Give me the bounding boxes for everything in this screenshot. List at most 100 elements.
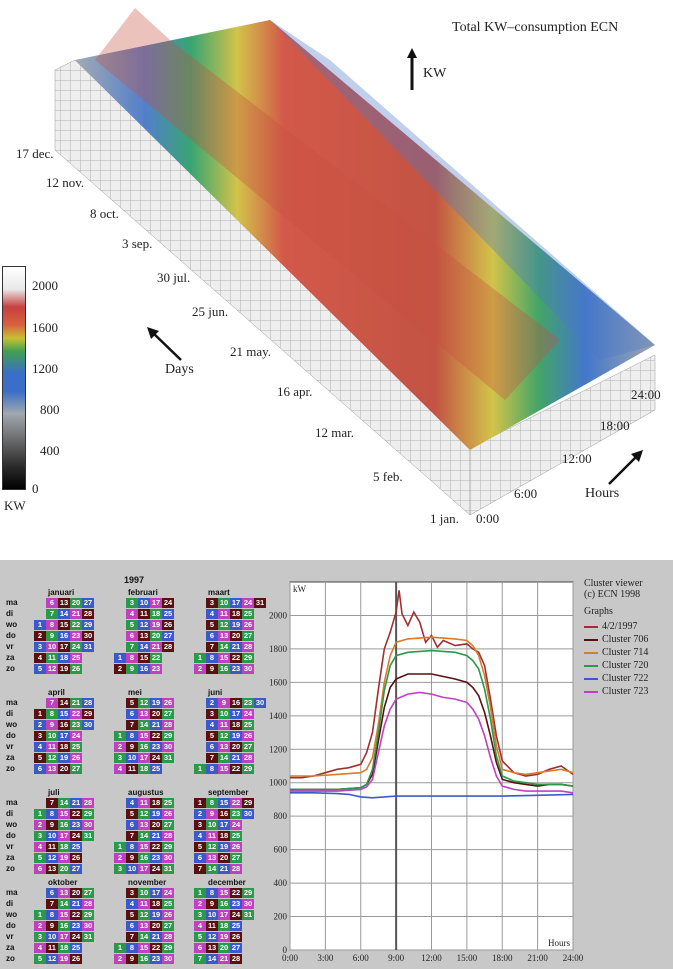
calendar-day-cell[interactable]: 12 (206, 842, 218, 852)
calendar-day-cell[interactable]: 5 (206, 731, 218, 741)
calendar-day-cell[interactable]: 29 (162, 842, 174, 852)
calendar-day-cell[interactable]: 3 (114, 753, 126, 763)
calendar-day-cell[interactable]: 11 (138, 609, 150, 619)
calendar-day-cell[interactable]: 18 (218, 921, 230, 931)
calendar-day-cell[interactable]: 29 (82, 809, 94, 819)
calendar-day-cell[interactable]: 29 (162, 731, 174, 741)
calendar-day-cell[interactable]: 20 (230, 742, 242, 752)
calendar-day-cell[interactable]: 15 (218, 653, 230, 663)
calendar-day-cell[interactable]: 24 (150, 753, 162, 763)
calendar-day-cell[interactable]: 10 (218, 709, 230, 719)
calendar-day-cell[interactable]: 11 (46, 742, 58, 752)
calendar-day-cell[interactable]: 18 (218, 831, 230, 841)
calendar-day-cell[interactable]: 21 (150, 932, 162, 942)
calendar-day-cell[interactable]: 7 (194, 954, 206, 964)
calendar-day-cell[interactable]: 28 (242, 753, 254, 763)
calendar-day-cell[interactable]: 15 (138, 731, 150, 741)
calendar-day-cell[interactable]: 9 (46, 820, 58, 830)
calendar-day-cell[interactable]: 20 (150, 709, 162, 719)
calendar-day-cell[interactable]: 13 (58, 888, 70, 898)
calendar-day-cell[interactable]: 1 (34, 620, 46, 630)
calendar-day-cell[interactable]: 27 (70, 764, 82, 774)
calendar-day-cell[interactable]: 26 (230, 932, 242, 942)
legend-entry[interactable]: Cluster 714 (584, 646, 673, 659)
calendar-day-cell[interactable]: 20 (150, 631, 162, 641)
calendar-day-cell[interactable]: 24 (162, 598, 174, 608)
calendar-day-cell[interactable]: 14 (58, 798, 70, 808)
calendar-day-cell[interactable]: 7 (126, 932, 138, 942)
calendar-day-cell[interactable]: 3 (34, 932, 46, 942)
calendar-day-cell[interactable]: 21 (150, 720, 162, 730)
calendar-day-cell[interactable]: 31 (242, 910, 254, 920)
calendar-day-cell[interactable]: 26 (70, 954, 82, 964)
calendar-day-cell[interactable]: 30 (242, 664, 254, 674)
calendar-day-cell[interactable]: 27 (242, 631, 254, 641)
legend-entry[interactable]: 4/2/1997 (584, 620, 673, 633)
calendar-day-cell[interactable]: 4 (126, 609, 138, 619)
calendar-day-cell[interactable]: 25 (162, 899, 174, 909)
calendar-day-cell[interactable]: 23 (70, 720, 82, 730)
calendar-day-cell[interactable]: 6 (126, 631, 138, 641)
calendar-day-cell[interactable]: 25 (70, 842, 82, 852)
calendar-day-cell[interactable]: 30 (82, 631, 94, 641)
calendar-day-cell[interactable]: 7 (194, 864, 206, 874)
calendar-day-cell[interactable]: 15 (138, 842, 150, 852)
calendar-day-cell[interactable]: 1 (114, 731, 126, 741)
calendar-day-cell[interactable]: 11 (218, 609, 230, 619)
calendar-day-cell[interactable]: 8 (46, 910, 58, 920)
calendar-day-cell[interactable]: 30 (162, 954, 174, 964)
calendar-day-cell[interactable]: 29 (82, 620, 94, 630)
calendar-day-cell[interactable]: 24 (70, 831, 82, 841)
calendar-day-cell[interactable]: 30 (82, 820, 94, 830)
calendar-day-cell[interactable]: 17 (58, 831, 70, 841)
calendar-day-cell[interactable]: 24 (242, 709, 254, 719)
calendar-day-cell[interactable]: 21 (70, 899, 82, 909)
calendar-day-cell[interactable]: 27 (70, 864, 82, 874)
calendar-day-cell[interactable]: 21 (230, 753, 242, 763)
calendar-day-cell[interactable]: 6 (126, 709, 138, 719)
calendar-day-cell[interactable]: 23 (70, 921, 82, 931)
calendar-day-cell[interactable]: 23 (70, 820, 82, 830)
calendar-day-cell[interactable]: 3 (34, 731, 46, 741)
calendar-day-cell[interactable]: 28 (162, 932, 174, 942)
calendar-day-cell[interactable]: 26 (162, 910, 174, 920)
calendar-day-cell[interactable]: 22 (70, 620, 82, 630)
calendar-day-cell[interactable]: 19 (230, 731, 242, 741)
calendar-day-cell[interactable]: 8 (126, 943, 138, 953)
calendar-day-cell[interactable]: 22 (230, 798, 242, 808)
calendar-day-cell[interactable]: 13 (206, 943, 218, 953)
calendar-day-cell[interactable]: 23 (242, 698, 254, 708)
calendar-day-cell[interactable]: 16 (138, 742, 150, 752)
calendar-day-cell[interactable]: 29 (242, 798, 254, 808)
calendar-day-cell[interactable]: 24 (70, 642, 82, 652)
calendar-day-cell[interactable]: 13 (206, 853, 218, 863)
calendar-day-cell[interactable]: 28 (242, 642, 254, 652)
calendar-day-cell[interactable]: 27 (82, 888, 94, 898)
calendar-day-cell[interactable]: 19 (58, 753, 70, 763)
calendar-day-cell[interactable]: 29 (242, 653, 254, 663)
calendar-day-cell[interactable]: 6 (206, 631, 218, 641)
calendar-day-cell[interactable]: 5 (194, 932, 206, 942)
calendar-day-cell[interactable]: 20 (70, 888, 82, 898)
calendar-day-cell[interactable]: 22 (150, 653, 162, 663)
calendar-day-cell[interactable]: 25 (70, 742, 82, 752)
calendar-day-cell[interactable]: 19 (150, 809, 162, 819)
calendar-day-cell[interactable]: 10 (138, 598, 150, 608)
calendar-day-cell[interactable]: 14 (218, 642, 230, 652)
calendar-day-cell[interactable]: 23 (150, 954, 162, 964)
calendar-day-cell[interactable]: 26 (70, 853, 82, 863)
calendar-day-cell[interactable]: 5 (126, 809, 138, 819)
calendar-day-cell[interactable]: 8 (206, 653, 218, 663)
calendar-day-cell[interactable]: 20 (150, 820, 162, 830)
calendar-day-cell[interactable]: 17 (230, 709, 242, 719)
calendar-day-cell[interactable]: 12 (46, 753, 58, 763)
calendar-day-cell[interactable]: 19 (58, 664, 70, 674)
calendar-day-cell[interactable]: 19 (230, 620, 242, 630)
calendar-day-cell[interactable]: 13 (218, 631, 230, 641)
calendar-day-cell[interactable]: 25 (162, 609, 174, 619)
calendar-day-cell[interactable]: 23 (230, 899, 242, 909)
calendar-day-cell[interactable]: 3 (34, 642, 46, 652)
calendar-day-cell[interactable]: 21 (218, 864, 230, 874)
calendar-day-cell[interactable]: 8 (46, 809, 58, 819)
calendar-day-cell[interactable]: 10 (206, 820, 218, 830)
